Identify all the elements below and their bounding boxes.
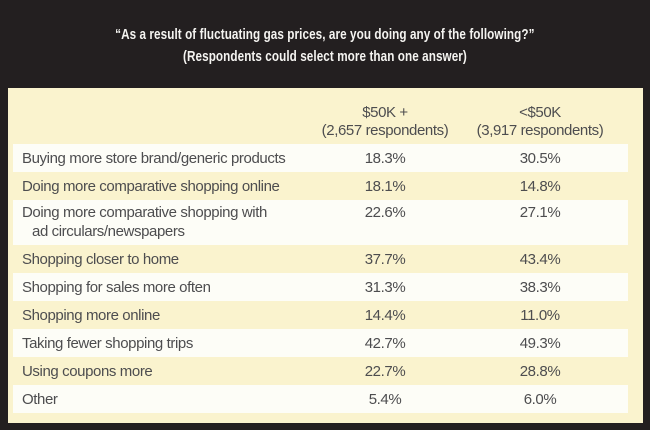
table-row: Buying more store brand/generic products… <box>13 144 628 172</box>
row-label-cell: Shopping more online <box>13 306 310 325</box>
table-row: Shopping closer to home 37.7% 43.4% <box>13 245 628 273</box>
row-value-under-50k: 14.8% <box>519 177 561 195</box>
figure-title-block: “As a result of fluctuating gas prices, … <box>0 0 650 88</box>
row-label-cell: Using coupons more <box>13 362 310 381</box>
row-label-cell: Shopping closer to home <box>13 250 310 269</box>
column-header-under-50k: <$50K (3,917 respondents) <box>460 104 620 140</box>
table-row: Shopping more online 14.4% 11.0% <box>13 301 628 329</box>
row-label-line2: ad circulars/newspapers <box>32 223 185 240</box>
row-label: Taking fewer shopping trips <box>22 334 193 352</box>
table-header-row: $50K + (2,657 respondents) <$50K (3,917 … <box>13 88 628 144</box>
table-row: Other 5.4% 6.0% <box>13 385 628 413</box>
row-value-50k-plus: 22.7% <box>364 362 406 380</box>
row-label: Shopping for sales more often <box>22 278 211 296</box>
row-value-50k-plus: 31.3% <box>364 278 406 296</box>
table-row: Doing more comparative shopping with ad … <box>13 200 628 245</box>
table-row: Doing more comparative shopping online 1… <box>13 172 628 200</box>
row-value-under-50k: 27.1% <box>519 204 561 221</box>
row-label: Doing more comparative shopping with <box>22 204 267 221</box>
row-value-under-50k: 6.0% <box>523 390 557 408</box>
column-header-50k-plus-label: $50K + <box>362 104 408 121</box>
row-label-cell: Other <box>13 390 310 409</box>
row-label-cell: Shopping for sales more often <box>13 278 310 297</box>
column-header-50k-plus: $50K + (2,657 respondents) <box>310 104 460 140</box>
row-label: Using coupons more <box>22 362 153 380</box>
column-header-under-50k-sublabel: (3,917 respondents) <box>476 122 604 139</box>
row-value-50k-plus: 42.7% <box>364 334 406 352</box>
row-value-under-50k: 30.5% <box>519 149 561 167</box>
row-value-50k-plus: 5.4% <box>368 390 402 408</box>
row-label-cell: Doing more comparative shopping online <box>13 177 310 196</box>
row-value-50k-plus: 18.1% <box>364 177 406 195</box>
table-panel: $50K + (2,657 respondents) <$50K (3,917 … <box>8 88 643 423</box>
row-label: Shopping more online <box>22 306 160 324</box>
row-value-under-50k: 43.4% <box>519 250 561 268</box>
figure-subtitle: (Respondents could select more than one … <box>183 48 467 65</box>
row-label: Other <box>22 390 58 408</box>
row-value-under-50k: 11.0% <box>520 306 560 324</box>
table-row: Shopping for sales more often 31.3% 38.3… <box>13 273 628 301</box>
row-label-cell: Buying more store brand/generic products <box>13 149 310 168</box>
figure-title: “As a result of fluctuating gas prices, … <box>115 26 535 43</box>
row-label: Doing more comparative shopping online <box>22 177 280 195</box>
row-value-50k-plus: 22.6% <box>364 204 406 221</box>
row-label-cell: Doing more comparative shopping with ad … <box>13 203 310 241</box>
row-value-50k-plus: 18.3% <box>364 149 406 167</box>
table-row: Taking fewer shopping trips 42.7% 49.3% <box>13 329 628 357</box>
column-header-50k-plus-sublabel: (2,657 respondents) <box>321 122 449 139</box>
row-value-under-50k: 49.3% <box>519 334 561 352</box>
row-value-under-50k: 28.8% <box>519 362 561 380</box>
column-header-under-50k-label: <$50K <box>519 104 561 121</box>
row-value-50k-plus: 37.7% <box>364 250 406 268</box>
row-label: Buying more store brand/generic products <box>22 149 286 167</box>
row-label-cell: Taking fewer shopping trips <box>13 334 310 353</box>
row-value-under-50k: 38.3% <box>519 278 561 296</box>
table-row: Using coupons more 22.7% 28.8% <box>13 357 628 385</box>
row-value-50k-plus: 14.4% <box>364 306 406 324</box>
row-label: Shopping closer to home <box>22 250 179 268</box>
